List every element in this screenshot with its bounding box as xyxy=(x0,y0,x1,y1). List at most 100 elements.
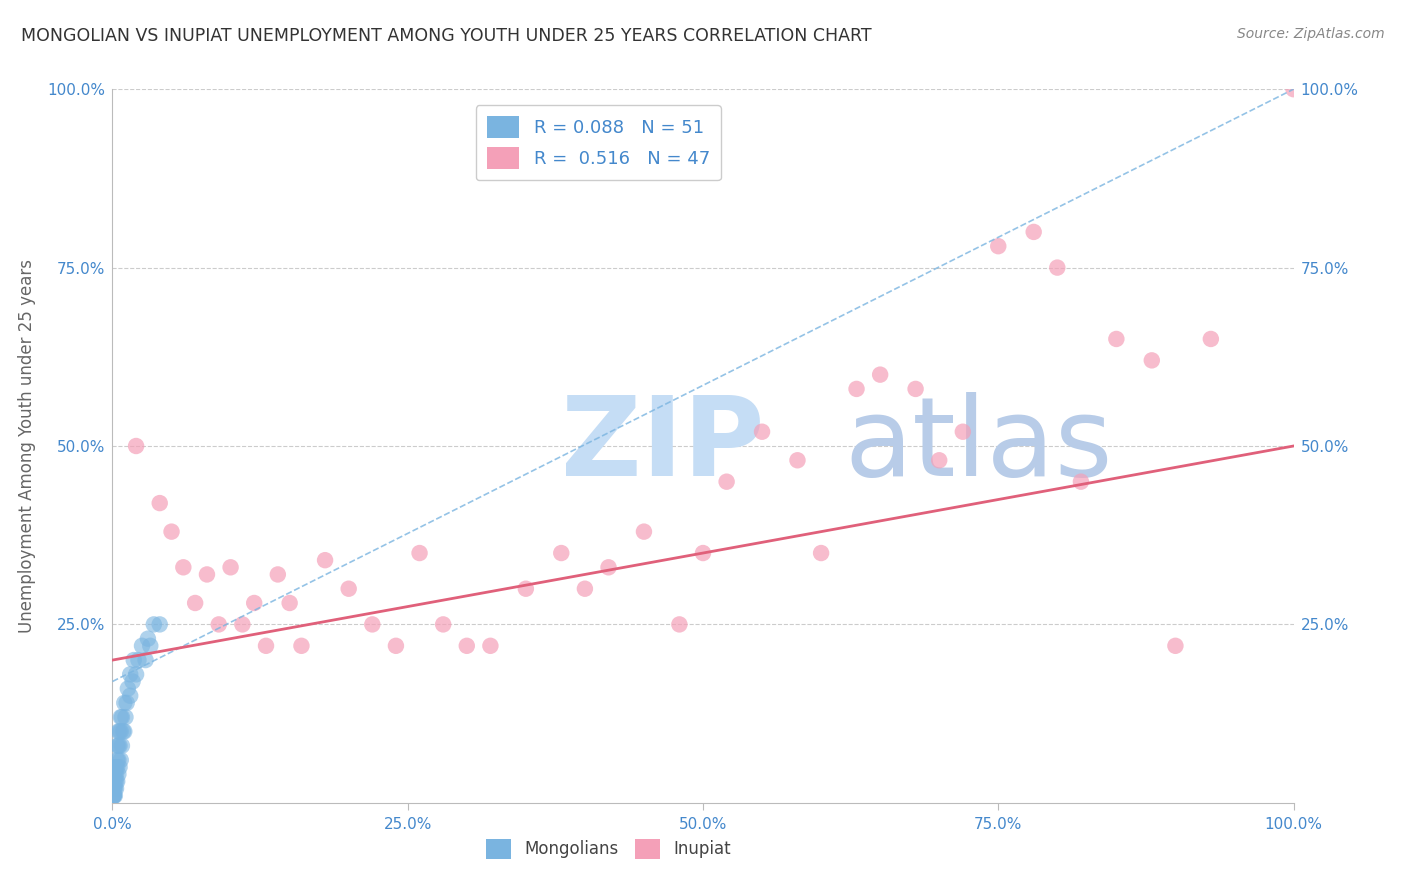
Point xyxy=(385,639,408,653)
Point xyxy=(1164,639,1187,653)
Point xyxy=(149,617,172,632)
Point xyxy=(125,667,148,681)
Point xyxy=(550,546,572,560)
Point xyxy=(254,639,277,653)
Point xyxy=(105,774,128,789)
Point xyxy=(110,753,132,767)
Point xyxy=(987,239,1010,253)
Point xyxy=(112,724,135,739)
Point xyxy=(114,710,136,724)
Point xyxy=(103,789,125,803)
Point xyxy=(432,617,454,632)
Point xyxy=(1282,82,1305,96)
Point xyxy=(136,632,159,646)
Legend: Mongolians, Inupiat: Mongolians, Inupiat xyxy=(479,832,738,866)
Point xyxy=(103,767,125,781)
Point xyxy=(103,789,125,803)
Point xyxy=(104,789,127,803)
Point xyxy=(195,567,218,582)
Point xyxy=(160,524,183,539)
Point xyxy=(1022,225,1045,239)
Point xyxy=(692,546,714,560)
Point xyxy=(1199,332,1222,346)
Y-axis label: Unemployment Among Youth under 25 years: Unemployment Among Youth under 25 years xyxy=(18,259,37,633)
Point xyxy=(290,639,312,653)
Point xyxy=(668,617,690,632)
Point xyxy=(928,453,950,467)
Point xyxy=(105,760,128,774)
Point xyxy=(104,774,127,789)
Text: ZIP: ZIP xyxy=(561,392,765,500)
Point xyxy=(408,546,430,560)
Point xyxy=(121,674,143,689)
Point xyxy=(104,781,127,796)
Point xyxy=(219,560,242,574)
Point xyxy=(278,596,301,610)
Point xyxy=(103,781,125,796)
Point xyxy=(107,724,129,739)
Point xyxy=(108,760,131,774)
Point xyxy=(111,739,134,753)
Point xyxy=(120,689,142,703)
Point xyxy=(149,496,172,510)
Point xyxy=(231,617,253,632)
Point xyxy=(111,710,134,724)
Point xyxy=(479,639,502,653)
Point xyxy=(361,617,384,632)
Point xyxy=(105,781,128,796)
Point xyxy=(120,667,142,681)
Point xyxy=(633,524,655,539)
Point xyxy=(904,382,927,396)
Point xyxy=(456,639,478,653)
Point xyxy=(208,617,231,632)
Text: Source: ZipAtlas.com: Source: ZipAtlas.com xyxy=(1237,27,1385,41)
Point xyxy=(110,710,132,724)
Point xyxy=(337,582,360,596)
Point xyxy=(107,753,129,767)
Point xyxy=(122,653,145,667)
Point xyxy=(1105,332,1128,346)
Point xyxy=(598,560,620,574)
Point xyxy=(103,789,125,803)
Point xyxy=(1140,353,1163,368)
Point xyxy=(142,617,165,632)
Point xyxy=(105,739,128,753)
Point xyxy=(103,781,125,796)
Point xyxy=(515,582,537,596)
Point xyxy=(103,774,125,789)
Point xyxy=(117,681,139,696)
Point xyxy=(105,760,128,774)
Point xyxy=(139,639,162,653)
Point xyxy=(107,739,129,753)
Text: MONGOLIAN VS INUPIAT UNEMPLOYMENT AMONG YOUTH UNDER 25 YEARS CORRELATION CHART: MONGOLIAN VS INUPIAT UNEMPLOYMENT AMONG … xyxy=(21,27,872,45)
Point xyxy=(243,596,266,610)
Point xyxy=(184,596,207,610)
Point xyxy=(131,639,153,653)
Point xyxy=(108,739,131,753)
Point xyxy=(112,724,135,739)
Point xyxy=(105,767,128,781)
Point xyxy=(786,453,808,467)
Point xyxy=(1070,475,1092,489)
Point xyxy=(810,546,832,560)
Point xyxy=(716,475,738,489)
Point xyxy=(172,560,194,574)
Point xyxy=(127,653,149,667)
Point xyxy=(105,753,128,767)
Point xyxy=(751,425,773,439)
Point xyxy=(135,653,157,667)
Point xyxy=(125,439,148,453)
Point xyxy=(107,767,129,781)
Point xyxy=(115,696,138,710)
Point xyxy=(869,368,891,382)
Point xyxy=(314,553,336,567)
Point xyxy=(104,760,127,774)
Text: atlas: atlas xyxy=(845,392,1114,500)
Point xyxy=(574,582,596,596)
Point xyxy=(1046,260,1069,275)
Point xyxy=(112,696,135,710)
Point xyxy=(105,774,128,789)
Point xyxy=(108,724,131,739)
Point xyxy=(110,724,132,739)
Point xyxy=(104,767,127,781)
